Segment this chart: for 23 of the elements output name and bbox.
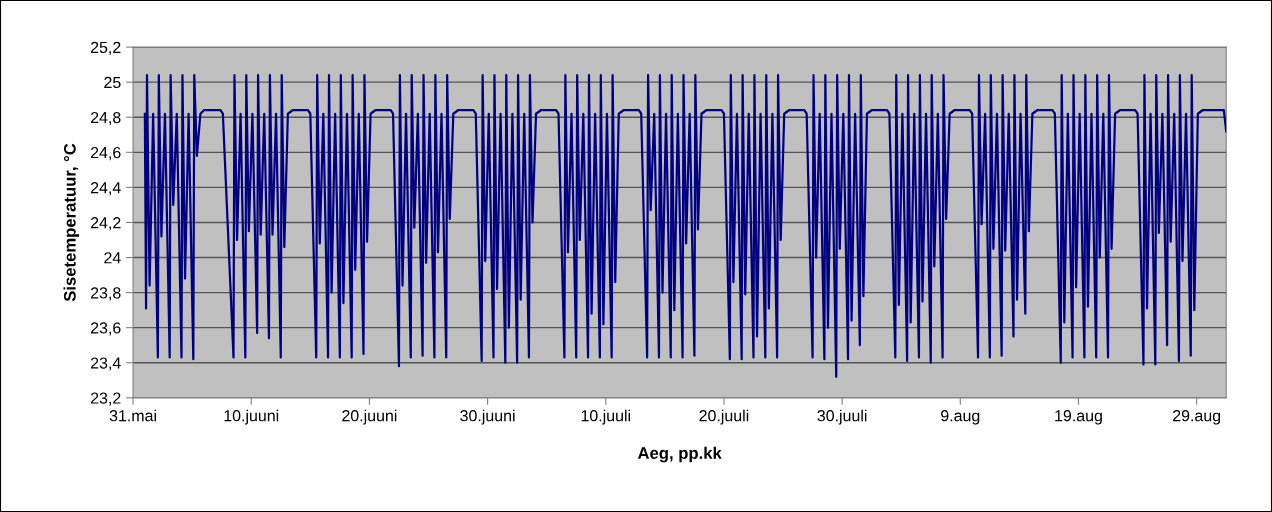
x-tick-label: 29.aug xyxy=(1173,410,1221,425)
y-tick-label: 24,2 xyxy=(90,217,121,231)
x-tick-label: 31.mai xyxy=(109,409,156,422)
y-tick-label: 24,4 xyxy=(90,182,121,196)
y-tick-label: 23,8 xyxy=(90,287,121,301)
y-tick-label: 23,6 xyxy=(90,322,121,336)
x-tick-label: 19.aug xyxy=(1055,410,1102,425)
y-tick-label: 24,8 xyxy=(90,111,121,126)
x-axis-title: Aeg, pp.kk xyxy=(637,446,722,463)
y-axis-title: Sisetemperatuur, °C xyxy=(63,143,80,302)
y-tick-label: 25 xyxy=(104,76,121,89)
y-tick-label: 23,2 xyxy=(90,392,121,406)
x-tick-label: 9.aug xyxy=(941,410,980,425)
x-tick-label: 10.juuli xyxy=(581,409,630,425)
y-tick-label: 24 xyxy=(104,252,121,264)
y-tick-label: 23,4 xyxy=(90,357,121,371)
x-tick-label: 10.juuni xyxy=(224,409,279,425)
x-tick-label: 30.juuni xyxy=(460,409,515,425)
x-tick-label: 20.juuni xyxy=(342,409,397,425)
x-tick-label: 20.juuli xyxy=(699,409,749,425)
y-tick-label: 25,2 xyxy=(90,41,121,55)
y-tick-label: 24,6 xyxy=(90,146,121,161)
x-tick-label: 30.juuli xyxy=(817,409,867,425)
